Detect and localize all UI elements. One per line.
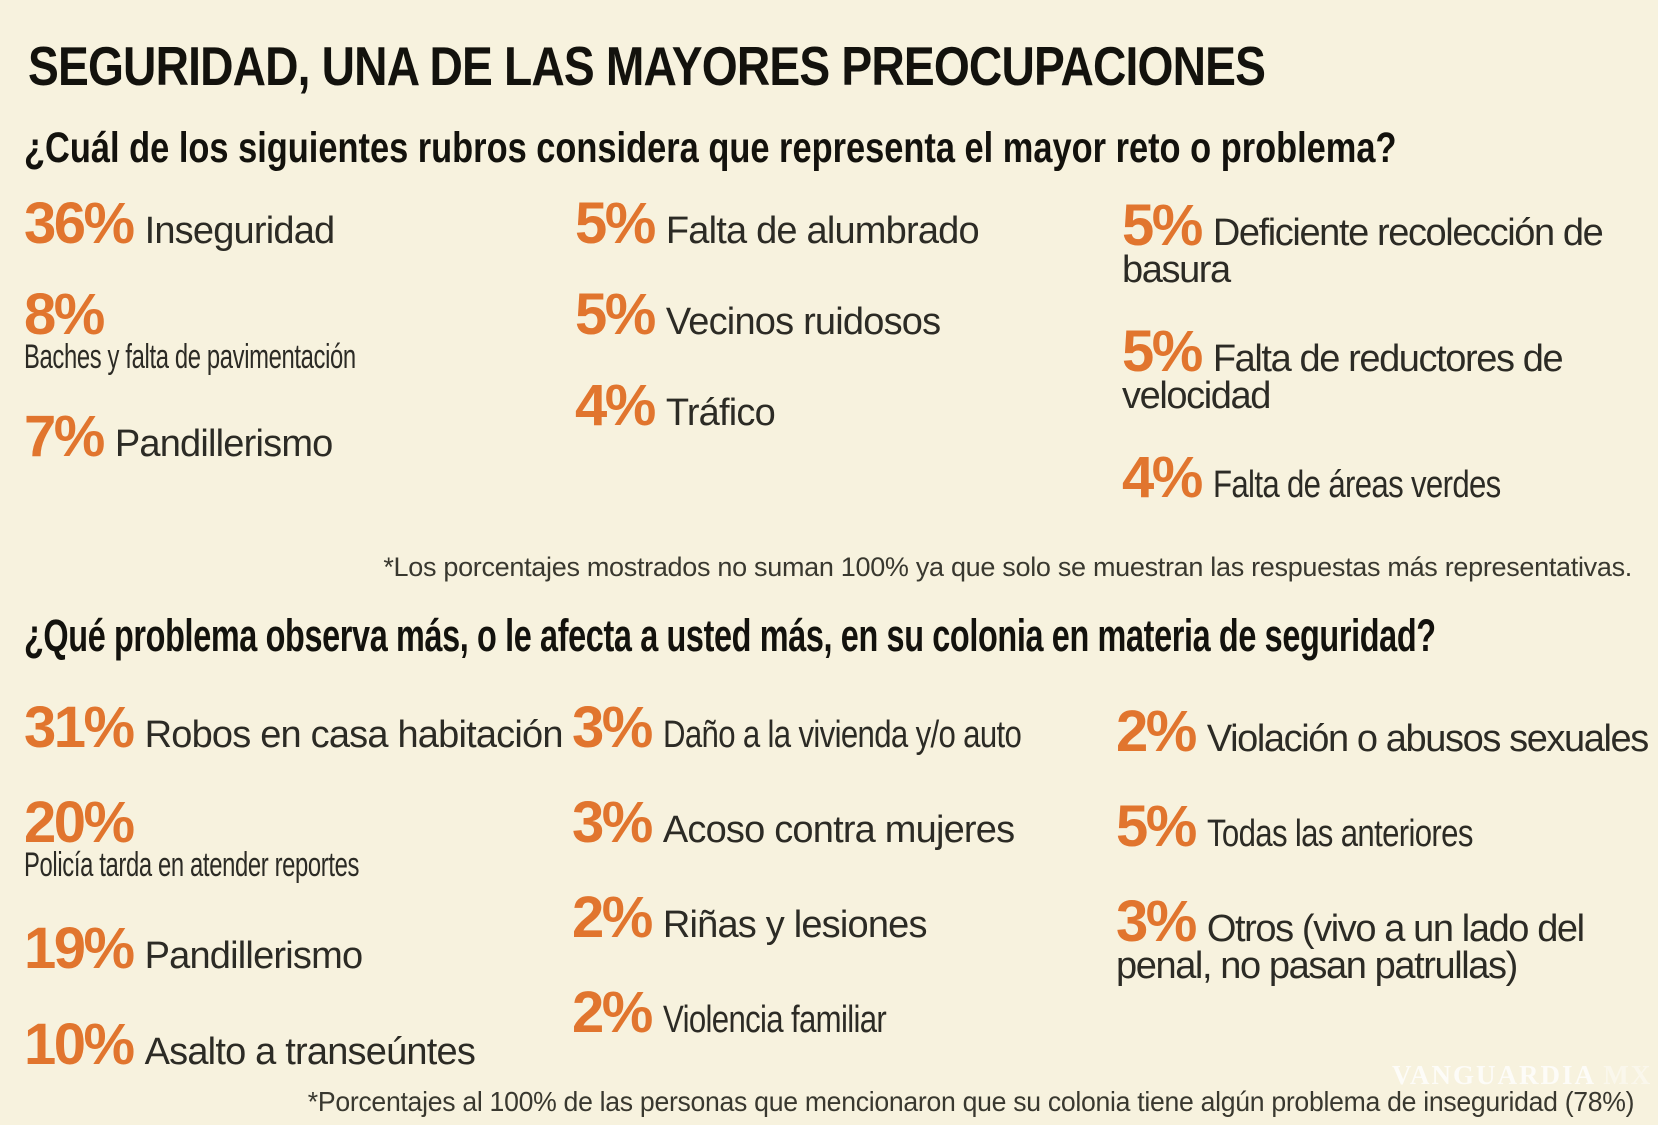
stat-label: Riñas y lesiones [662,904,928,947]
stat-percent: 4% [1122,445,1203,511]
section-1-column-1: 36% Inseguridad 8%Baches y falta de pavim… [24,195,572,501]
stat-item: 5% Falta de alumbrado [575,195,1115,253]
stat-percent: 7% [24,404,105,470]
watermark-suffix: MX [1603,1060,1653,1090]
stat-percent: 20% [24,790,135,856]
stat-percent: 3% [1116,889,1197,955]
stat-item: 5% Falta de reductores de velocidad [1122,323,1658,418]
stat-label: Baches y falta de pavimentación [24,338,356,377]
stat-label: Pandillerismo [144,935,364,978]
stat-percent: 19% [24,916,135,982]
stat-label: Violencia familiar [662,999,887,1042]
stat-percent: 5% [1116,794,1197,860]
stat-item: 36% Inseguridad [24,195,572,253]
stat-label: Falta de reductores de velocidad [1122,338,1564,418]
stat-label: Acoso contra mujeres [662,809,1015,852]
stat-item: 8%Baches y falta de pavimentación [24,286,572,377]
stat-item: 4% Tráfico [575,377,1115,435]
section-2-footnote: *Porcentajes al 100% de las personas que… [307,1086,1635,1117]
stat-percent: 3% [572,695,653,760]
watermark-text: VANGUARDIA [1392,1060,1595,1090]
stat-label: Falta de áreas verdes [1212,464,1501,507]
stat-item: 2% Riñas y lesiones [572,889,1112,947]
page-title: SEGURIDAD, UNA DE LAS MAYORES PREOCUPACI… [28,35,1266,97]
stat-item: 19% Pandillerismo [24,920,572,978]
stat-item: 31% Robos en casa habitación [24,699,572,757]
stat-label: Deficiente recolección de basura [1122,212,1604,292]
stat-item: 20%Policía tarda en atender reportes [24,794,572,885]
stat-item: 3% Otros (vivo a un lado del penal, no pa… [1116,893,1658,988]
stat-item: 2% Violencia familiar [572,984,1112,1042]
vanguardia-watermark: VANGUARDIA MX [1392,1060,1652,1091]
stat-label: Otros (vivo a un lado del penal, no pasa… [1116,908,1585,988]
stat-label: Inseguridad [144,210,336,252]
stat-percent: 5% [575,191,656,256]
stat-label: Falta de alumbrado [665,210,980,252]
section-1-column-3: 5% Deficiente recolección de basura 5% Fal… [1122,197,1658,541]
section-2-column-1: 31% Robos en casa habitación 20%Policía t… [24,699,572,1112]
question-1-heading: ¿Cuál de los siguientes rubros considera… [24,124,1397,172]
stat-percent: 2% [1116,699,1197,764]
stat-item: 4% Falta de áreas verdes [1122,449,1658,507]
stat-label: Asalto a transeúntes [144,1030,476,1073]
stat-item: 7% Pandillerismo [24,408,572,466]
stat-percent: 2% [572,885,653,951]
stat-percent: 2% [572,980,653,1046]
stat-label: Vecinos ruidosos [665,301,941,344]
stat-percent: 5% [1122,319,1203,385]
stat-label: Todas las anteriores [1206,813,1473,856]
stat-percent: 3% [572,790,653,856]
section-1-footnote: *Los porcentajes mostrados no suman 100%… [383,552,1632,582]
question-2-heading: ¿Qué problema observa más, o le afecta a… [24,610,1436,661]
stat-label: Policía tarda en atender reportes [24,846,360,885]
stat-item: 10% Asalto a transeúntes [24,1015,572,1073]
stat-item: 3% Acoso contra mujeres [572,794,1112,852]
section-1-column-2: 5% Falta de alumbrado 5% Vecinos ruidosos … [575,195,1115,469]
stat-percent: 31% [24,695,135,760]
stat-label: Tráfico [665,392,776,435]
stat-percent: 36% [24,191,135,256]
stat-item: 5% Todas las anteriores [1116,798,1658,856]
section-2-column-3: 2% Violación o abusos sexuales 5% Todas la… [1116,703,1658,1024]
stat-percent: 5% [1122,193,1203,258]
stat-item: 3% Daño a la vivienda y/o auto [572,699,1112,757]
stat-label: Violación o abusos sexuales [1206,718,1649,760]
stat-percent: 8% [24,282,105,348]
section-2-column-2: 3% Daño a la vivienda y/o auto 3% Acoso co… [572,699,1112,1080]
stat-item: 2% Violación o abusos sexuales [1116,703,1658,761]
stat-item: 5% Deficiente recolección de basura [1122,197,1658,292]
stat-label: Pandillerismo [114,423,334,466]
stat-percent: 4% [575,373,656,439]
stat-percent: 10% [24,1011,135,1077]
stat-percent: 5% [575,282,656,348]
stat-label: Robos en casa habitación [144,714,564,756]
stat-item: 5% Vecinos ruidosos [575,286,1115,344]
stat-label: Daño a la vivienda y/o auto [662,714,1022,756]
